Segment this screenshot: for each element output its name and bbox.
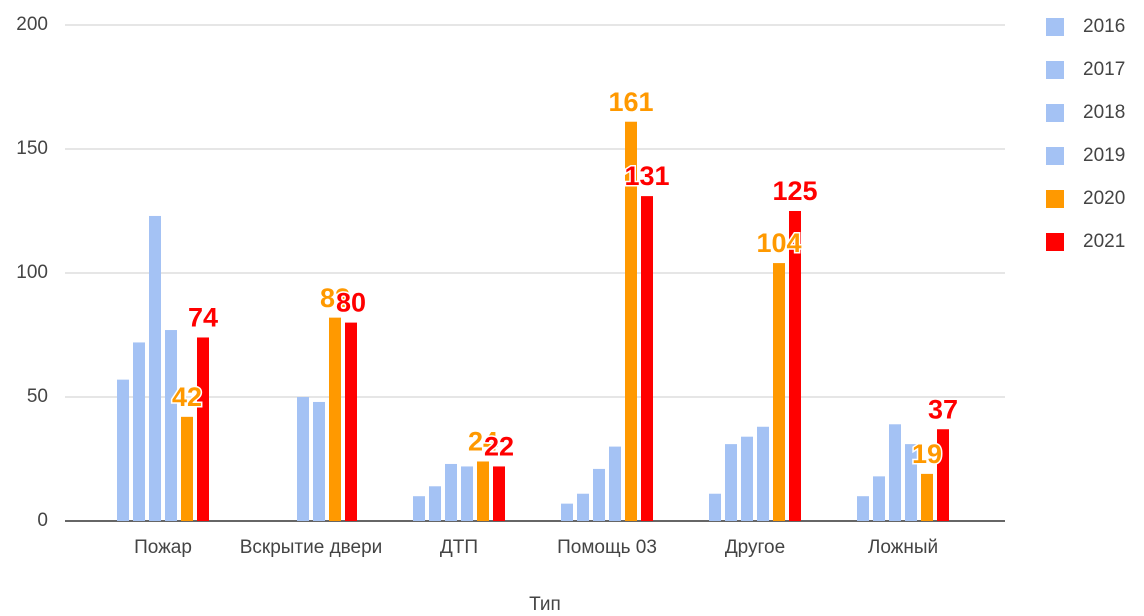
bar [297, 397, 309, 521]
legend-label: 2019 [1083, 145, 1125, 166]
bar [181, 416, 193, 521]
x-tick-label: Пожар [134, 537, 192, 558]
bar [493, 466, 505, 521]
value-label: 82 [320, 283, 350, 313]
bar [641, 196, 653, 521]
bar [905, 444, 917, 521]
bar [149, 215, 161, 521]
value-label: 161 [608, 87, 653, 117]
bar [773, 263, 785, 521]
y-tick-label: 0 [37, 510, 48, 531]
y-tick-label: 150 [16, 138, 48, 159]
legend-swatch [1046, 147, 1064, 165]
x-tick-label: Вскрытие двери [240, 537, 383, 558]
bar [329, 317, 341, 521]
legend-swatch [1046, 18, 1064, 36]
bar [937, 429, 949, 521]
bar [345, 322, 357, 521]
bar [413, 496, 425, 521]
bar [889, 424, 901, 521]
value-label: 19 [912, 439, 942, 469]
bar [577, 493, 589, 521]
legend-swatch [1046, 190, 1064, 208]
bar [461, 466, 473, 521]
bar [593, 468, 605, 521]
value-label: 74 [188, 303, 218, 333]
x-axis-label: Тип [529, 594, 561, 615]
bar [561, 503, 573, 521]
x-tick-label: Помощь 03 [557, 537, 657, 558]
x-tick-label: Ложный [868, 537, 938, 558]
legend-label: 2017 [1083, 59, 1125, 80]
value-label: 80 [336, 288, 366, 318]
value-label: 24 [468, 427, 498, 457]
legend-swatch [1046, 233, 1064, 251]
bar [197, 337, 209, 521]
bar [921, 473, 933, 521]
bar [609, 446, 621, 521]
bar [857, 496, 869, 521]
x-tick-label: ДТП [440, 537, 478, 558]
y-tick-label: 100 [16, 262, 48, 283]
bar [789, 211, 801, 521]
bar [133, 342, 145, 521]
legend-swatch [1046, 61, 1064, 79]
bar [741, 436, 753, 521]
bar [429, 486, 441, 521]
x-tick-label: Другое [725, 537, 785, 558]
value-label: 22 [484, 432, 514, 462]
bar [625, 121, 637, 521]
bar [477, 461, 489, 521]
y-tick-label: 200 [16, 14, 48, 35]
value-label: 131 [624, 161, 669, 191]
value-label: 104 [756, 228, 801, 258]
legend-label: 2018 [1083, 102, 1125, 123]
bar [117, 379, 129, 521]
bar [725, 444, 737, 521]
bar [313, 401, 325, 521]
y-tick-label: 50 [27, 386, 48, 407]
bar [709, 493, 721, 521]
value-label: 125 [772, 176, 817, 206]
legend-label: 2021 [1083, 231, 1125, 252]
legend-label: 2020 [1083, 188, 1125, 209]
value-label: 42 [172, 382, 202, 412]
bar [165, 330, 177, 521]
value-label: 37 [928, 394, 958, 424]
bar [873, 476, 885, 521]
legend-swatch [1046, 104, 1064, 122]
bar [757, 426, 769, 521]
bar [445, 463, 457, 521]
legend-label: 2016 [1083, 16, 1125, 37]
